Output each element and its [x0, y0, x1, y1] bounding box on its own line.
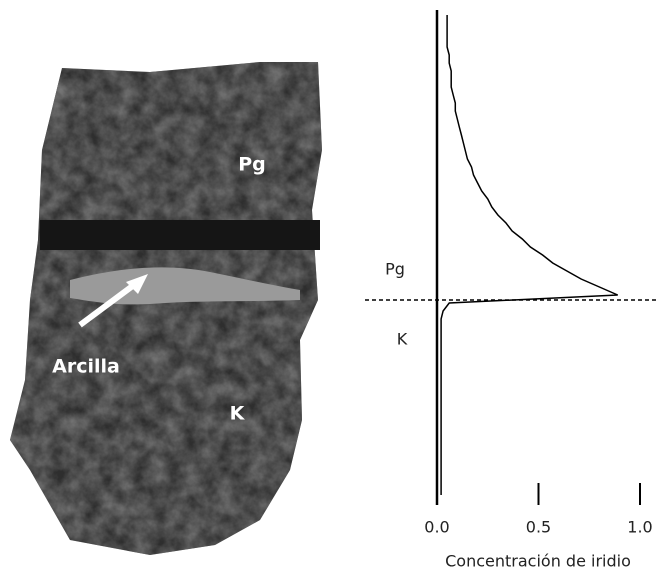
chart: Pg K Concentración de iridio 0.0 0.5 1.0	[365, 10, 657, 571]
concentration-line	[441, 15, 618, 495]
figure: Pg Arcilla K Pg K Concentración de iridi…	[0, 0, 657, 579]
photo-label: Pg	[238, 154, 266, 176]
photo-label: Arcilla	[52, 356, 120, 378]
layer-label: Pg	[385, 260, 405, 279]
photo-label: K	[230, 403, 246, 425]
rock-texture	[10, 62, 322, 555]
x-tick-label: 0.0	[424, 518, 449, 537]
x-axis-label: Concentración de iridio	[445, 552, 631, 571]
x-tick-label: 1.0	[627, 518, 652, 537]
shadow-band	[40, 220, 320, 250]
layer-label: K	[397, 330, 408, 349]
photo: Pg Arcilla K	[10, 62, 322, 555]
x-tick-label: 0.5	[526, 518, 551, 537]
